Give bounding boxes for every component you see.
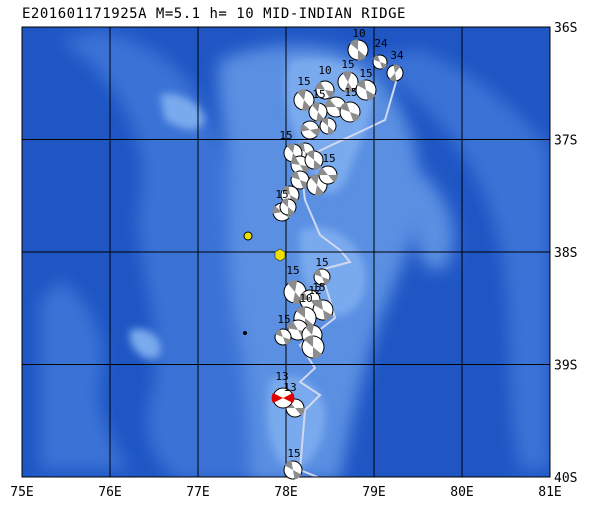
focal-mechanism-beachball: [319, 117, 337, 135]
mechanism-label: 15: [341, 58, 354, 71]
focal-mechanism-beachball: [290, 155, 310, 175]
mechanism-label: 10: [318, 64, 331, 77]
main-event-beachball: [271, 387, 295, 409]
longitude-labels: 75E 76E 77E 78E 79E 80E 81E: [10, 485, 561, 500]
focal-mechanism-beachball: [337, 71, 359, 93]
mechanism-label: 13: [283, 381, 296, 394]
mechanism-label: 15: [359, 67, 372, 80]
mechanism-label: 12: [308, 284, 321, 297]
focal-mechanism-beachball: [301, 335, 325, 359]
longitude-label: 79E: [362, 485, 385, 500]
longitude-label: 75E: [10, 485, 33, 500]
mechanism-label: 15: [297, 75, 310, 88]
mechanism-label: 15: [315, 256, 328, 269]
focal-mechanism-beachball: [313, 268, 331, 286]
latitude-label: 40S: [554, 471, 577, 486]
mechanism-label: 15: [286, 264, 299, 277]
mechanism-label: 15: [312, 88, 325, 101]
latitude-label: 36S: [554, 21, 577, 36]
focal-mechanism-beachball: [283, 460, 303, 480]
focal-mechanism-beachball: [312, 299, 334, 321]
longitude-label: 78E: [274, 485, 297, 500]
mechanism-label: 15: [287, 447, 300, 460]
focal-mechanism-beachball: [304, 150, 324, 170]
latitude-label: 38S: [554, 246, 577, 261]
focal-mechanism-beachball: [318, 165, 338, 185]
map-title: E201601171925A M=5.1 h= 10 MID-INDIAN RI…: [22, 6, 406, 22]
longitude-label: 81E: [538, 485, 561, 500]
focal-mechanism-beachball: [279, 198, 297, 216]
yellow-markers: [243, 231, 286, 335]
focal-mechanism-beachball: [315, 80, 335, 100]
mechanism-label: 15: [344, 86, 357, 99]
mechanism-label: 24: [374, 37, 388, 50]
focal-mechanism-beachball: [274, 328, 292, 346]
mechanism-label: 15: [275, 188, 288, 201]
mechanism-label: 13: [275, 370, 288, 383]
latitude-label: 39S: [554, 359, 577, 374]
focal-mechanism-beachball: [372, 54, 388, 70]
focal-mechanisms: [271, 39, 404, 480]
gridlines: [22, 27, 550, 477]
focal-mechanism-beachball: [347, 39, 369, 61]
yellow-hexagon-marker: [274, 248, 286, 262]
mechanism-label: 34: [390, 49, 404, 62]
focal-mechanism-beachball: [386, 64, 404, 82]
focal-mechanism-beachball: [355, 79, 377, 101]
yellow-marker: [243, 231, 253, 241]
mechanism-label: 15: [312, 281, 325, 294]
mechanism-label: 15: [279, 129, 292, 142]
latitude-label: 37S: [554, 134, 577, 149]
mechanism-label: 10: [352, 27, 365, 40]
focal-mechanism-beachball: [293, 89, 315, 111]
focal-mechanism-beachball: [308, 102, 328, 122]
focal-mechanism-beachball: [300, 120, 320, 140]
focal-mechanism-beachball: [339, 101, 361, 123]
mechanism-label: 15: [277, 313, 290, 326]
small-marker: [243, 331, 247, 335]
mechanism-label: 10: [299, 292, 312, 305]
longitude-label: 76E: [98, 485, 121, 500]
mechanism-label: 15: [322, 152, 335, 165]
longitude-label: 77E: [186, 485, 209, 500]
longitude-label: 80E: [450, 485, 473, 500]
latitude-labels: 36S 37S 38S 39S 40S: [554, 21, 577, 486]
